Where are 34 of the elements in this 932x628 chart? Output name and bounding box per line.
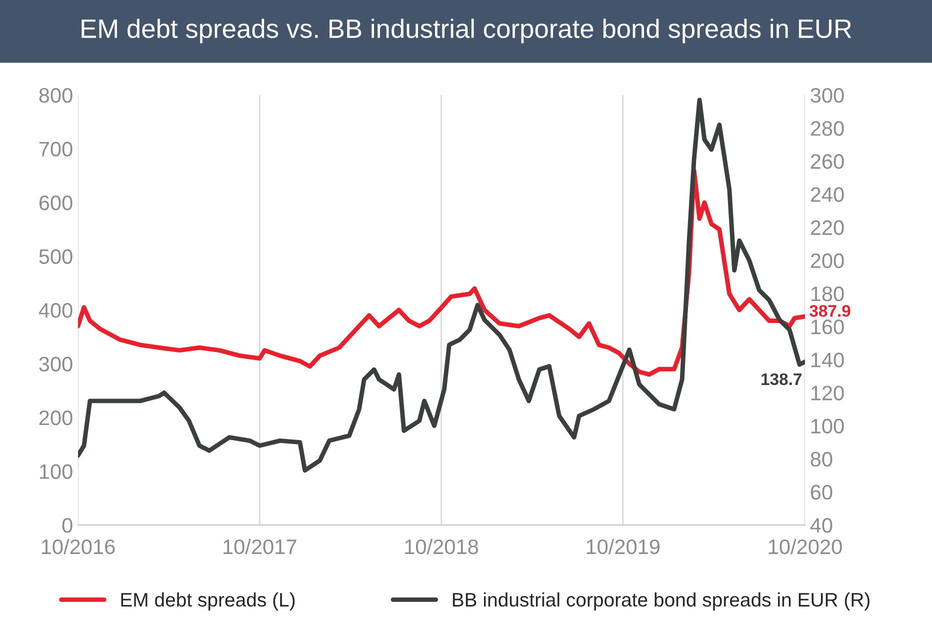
x-tick-label: 10/2017	[224, 538, 296, 554]
x-tick-label: 10/2016	[42, 538, 115, 554]
y-tick-label: 600	[39, 196, 72, 210]
line-series	[78, 98, 805, 473]
data-label: 138.7	[762, 373, 802, 386]
y2-tick-label: 140	[811, 352, 844, 368]
y2-tick-label: 240	[810, 187, 844, 202]
y2-tick-label: 200	[810, 253, 844, 268]
y-tick-label: 0	[62, 518, 72, 533]
y2-tick-label: 60	[810, 484, 832, 500]
y-tick-label: 200	[39, 410, 72, 426]
data-label: 387.9	[810, 305, 850, 317]
y2-tick-label: 80	[810, 452, 832, 467]
y2-tick-label: 180	[811, 286, 844, 302]
y-tick-label: 100	[40, 464, 72, 480]
y2-tick-label: 280	[810, 121, 844, 136]
legend-label: BB industrial corporate bond spreads in EUR (R)	[452, 592, 870, 610]
y2-tick-label: 260	[810, 154, 844, 169]
legend-label: EM debt spreads (L)	[121, 592, 295, 610]
x-tick-label: 10/2019	[586, 538, 660, 554]
y2-tick-label: 220	[810, 220, 844, 236]
y2-tick-label: 100	[811, 418, 844, 434]
y-tick-label: 800	[39, 88, 72, 103]
x-tick-label: 10/2018	[405, 538, 478, 554]
chart-title: EM debt spreads vs. BB industrial corporate bond spreads in EUR	[82, 18, 852, 44]
y2-tick-label: 160	[811, 320, 844, 334]
y-tick-label: 700	[39, 142, 72, 157]
y-tick-label: 500	[39, 249, 72, 264]
x-tick-label: 10/2020	[768, 538, 842, 554]
y2-tick-label: 300	[810, 88, 844, 103]
y2-tick-label: 40	[810, 518, 832, 533]
y-tick-label: 300	[39, 356, 72, 372]
y-tick-label: 400	[38, 303, 72, 318]
y2-tick-label: 120	[811, 386, 844, 400]
